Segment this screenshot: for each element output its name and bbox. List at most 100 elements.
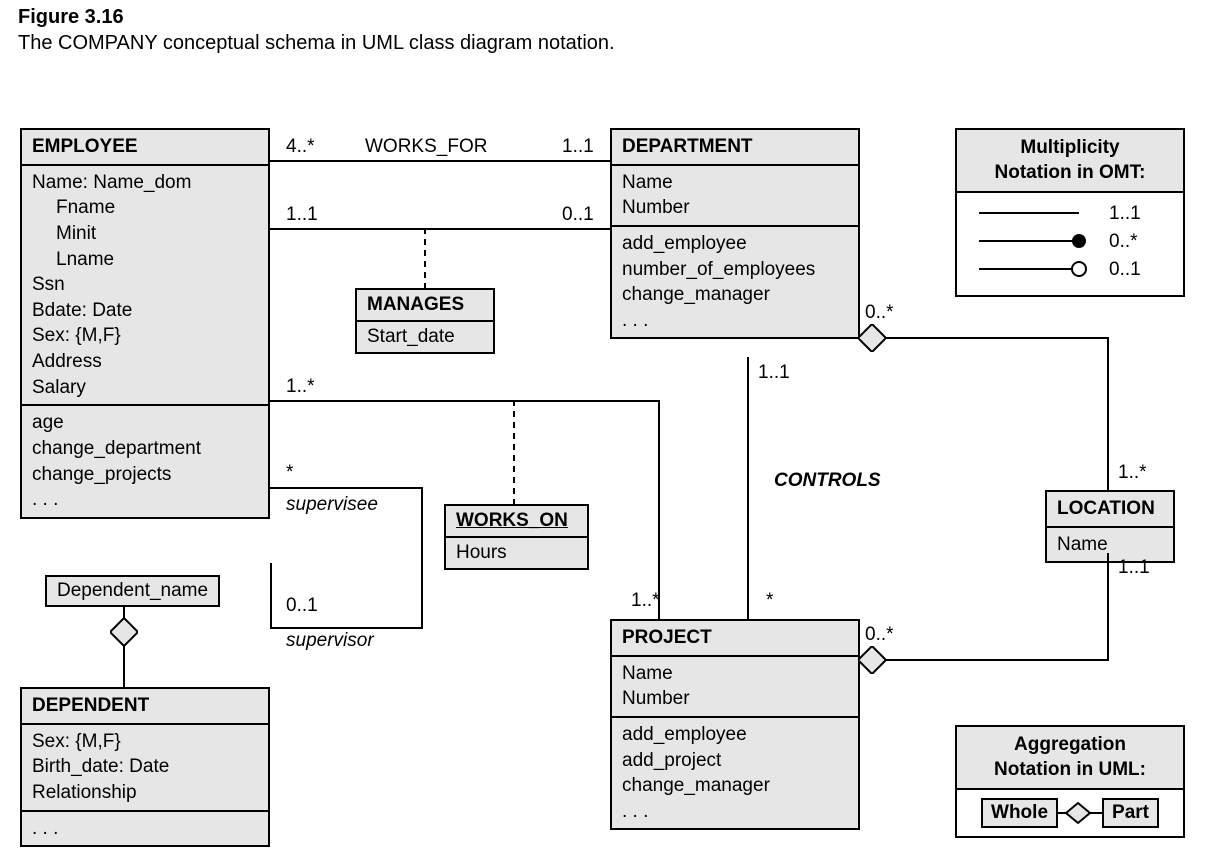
legend-omt-svg: 1..1 0..* 0..1 bbox=[969, 201, 1169, 281]
attr: Salary bbox=[32, 377, 86, 398]
legend-whole: Whole bbox=[981, 798, 1058, 828]
diamond-icon bbox=[858, 646, 886, 674]
legend-uml-agg-body: Whole Part bbox=[957, 790, 1183, 836]
class-project: PROJECT Name Number add_employee add_pro… bbox=[610, 619, 860, 830]
attr: Sex: {M,F} bbox=[32, 325, 121, 346]
attr: Minit bbox=[32, 221, 258, 247]
figure-number: Figure 3.16 bbox=[18, 6, 124, 29]
legend-title: Notation in OMT: bbox=[995, 162, 1146, 183]
op: change_manager bbox=[622, 775, 770, 796]
class-department-operations: add_employee number_of_employees change_… bbox=[612, 227, 858, 338]
legend-uml-agg: Aggregation Notation in UML: Whole Part bbox=[955, 725, 1185, 838]
multiplicity: 1..1 bbox=[286, 204, 318, 226]
class-project-name: PROJECT bbox=[612, 621, 858, 657]
op: change_manager bbox=[622, 284, 770, 305]
multiplicity: 1..1 bbox=[562, 136, 594, 158]
legend-row-label: 0..* bbox=[1109, 231, 1138, 252]
class-location-name: LOCATION bbox=[1047, 492, 1173, 528]
assoc-line bbox=[885, 659, 1107, 661]
multiplicity: 1..* bbox=[631, 590, 660, 612]
op: change_department bbox=[32, 438, 201, 459]
assoc-line bbox=[123, 607, 125, 619]
class-dependent: DEPENDENT Sex: {M,F} Birth_date: Date Re… bbox=[20, 687, 270, 847]
multiplicity: 0..* bbox=[865, 302, 894, 324]
assoc-line bbox=[270, 563, 272, 627]
op: . . . bbox=[622, 310, 648, 331]
multiplicity: 0..1 bbox=[562, 204, 594, 226]
multiplicity: 1..1 bbox=[758, 362, 790, 384]
diamond-icon bbox=[1058, 801, 1102, 825]
assoc-label: WORKS_FOR bbox=[365, 136, 487, 158]
assoc-line bbox=[270, 487, 423, 489]
dashed-line bbox=[513, 400, 517, 504]
assoc-line bbox=[270, 160, 610, 162]
attr: Name bbox=[622, 663, 673, 684]
attr: Sex: {M,F} bbox=[32, 731, 121, 752]
class-department: DEPARTMENT Name Number add_employee numb… bbox=[610, 128, 860, 339]
assoc-class-manages-attr: Start_date bbox=[357, 322, 493, 352]
attr: Birth_date: Date bbox=[32, 756, 169, 777]
op: change_projects bbox=[32, 464, 171, 485]
legend-part: Part bbox=[1102, 798, 1159, 828]
class-employee-operations: age change_department change_projects . … bbox=[22, 406, 268, 517]
class-department-name: DEPARTMENT bbox=[612, 130, 858, 166]
legend-omt-body: 1..1 0..* 0..1 bbox=[957, 193, 1183, 295]
class-project-attributes: Name Number bbox=[612, 657, 858, 718]
class-location-attributes: Name bbox=[1047, 528, 1173, 562]
multiplicity: 1..1 bbox=[1118, 557, 1150, 579]
attr: Name bbox=[622, 172, 673, 193]
attr: Name: Name_dom bbox=[32, 172, 191, 193]
assoc-line bbox=[1107, 337, 1109, 490]
attr: Address bbox=[32, 351, 102, 372]
diamond-icon bbox=[110, 618, 138, 646]
class-location: LOCATION Name bbox=[1045, 490, 1175, 563]
multiplicity: 0..* bbox=[865, 624, 894, 646]
multiplicity: 1..* bbox=[286, 376, 315, 398]
op: . . . bbox=[32, 489, 58, 510]
assoc-line bbox=[421, 487, 423, 627]
class-employee-attributes: Name: Name_dom Fname Minit Lname Ssn Bda… bbox=[22, 166, 268, 407]
legend-uml-agg-head: Aggregation Notation in UML: bbox=[957, 727, 1183, 790]
assoc-line bbox=[270, 400, 660, 402]
class-dependent-extra: . . . bbox=[22, 812, 268, 846]
op: add_employee bbox=[622, 724, 747, 745]
attr: Ssn bbox=[32, 274, 65, 295]
role-label: supervisee bbox=[286, 494, 378, 516]
qualifier-dependent-name: Dependent_name bbox=[45, 575, 220, 607]
role-label: supervisor bbox=[286, 630, 374, 652]
multiplicity: 1..* bbox=[1118, 462, 1147, 484]
legend-title: Multiplicity bbox=[1020, 137, 1119, 158]
legend-omt: Multiplicity Notation in OMT: 1..1 0..* … bbox=[955, 128, 1185, 297]
legend-omt-head: Multiplicity Notation in OMT: bbox=[957, 130, 1183, 193]
assoc-class-works-on-attr: Hours bbox=[446, 538, 587, 568]
assoc-line bbox=[1107, 553, 1109, 661]
attr: Fname bbox=[32, 195, 258, 221]
assoc-line bbox=[123, 645, 125, 687]
class-project-operations: add_employee add_project change_manager … bbox=[612, 718, 858, 829]
assoc-line bbox=[270, 228, 610, 230]
assoc-class-manages-name: MANAGES bbox=[357, 290, 493, 322]
op: add_employee bbox=[622, 233, 747, 254]
class-department-attributes: Name Number bbox=[612, 166, 858, 227]
assoc-line bbox=[885, 337, 1107, 339]
attr: Lname bbox=[32, 247, 258, 273]
assoc-line bbox=[270, 627, 423, 629]
assoc-line bbox=[747, 357, 749, 619]
class-dependent-attributes: Sex: {M,F} Birth_date: Date Relationship bbox=[22, 725, 268, 812]
multiplicity: * bbox=[766, 590, 773, 612]
assoc-class-works-on-name: WORKS_ON bbox=[446, 506, 587, 538]
dashed-line bbox=[424, 228, 428, 288]
class-employee: EMPLOYEE Name: Name_dom Fname Minit Lnam… bbox=[20, 128, 270, 519]
legend-title: Notation in UML: bbox=[994, 759, 1146, 780]
figure-caption: The COMPANY conceptual schema in UML cla… bbox=[18, 32, 615, 55]
op: add_project bbox=[622, 750, 721, 771]
legend-row-label: 0..1 bbox=[1109, 259, 1141, 280]
multiplicity: * bbox=[286, 462, 293, 484]
assoc-class-works-on: WORKS_ON Hours bbox=[444, 504, 589, 570]
class-employee-name: EMPLOYEE bbox=[22, 130, 268, 166]
op: age bbox=[32, 412, 64, 433]
multiplicity: 4..* bbox=[286, 136, 315, 158]
attr: Number bbox=[622, 197, 690, 218]
legend-row-label: 1..1 bbox=[1109, 203, 1141, 224]
class-dependent-name: DEPENDENT bbox=[22, 689, 268, 725]
